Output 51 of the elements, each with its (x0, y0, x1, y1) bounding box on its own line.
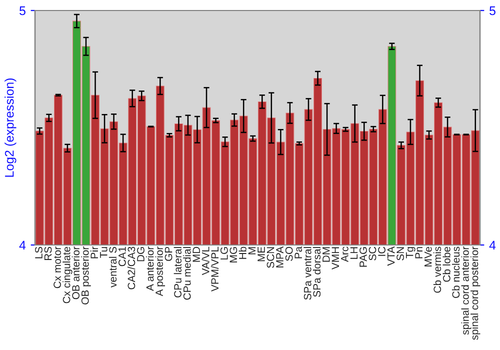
x-tick-label: A posterior (155, 246, 166, 296)
x-tick-label: MPA (276, 246, 284, 268)
x-tick-label: M (248, 247, 256, 254)
x-tick-label: IC (378, 246, 386, 256)
x-tick-label: Arc (341, 246, 348, 262)
x-tick-label: Cb lobe (442, 246, 450, 282)
x-tick-label: SN (396, 247, 404, 260)
x-tick-label: MG (230, 247, 238, 262)
x-tick-label: spinal cord anterior (461, 246, 471, 335)
x-tick-label: MVe (424, 246, 432, 266)
x-tick-label: VA/VL (202, 246, 210, 276)
x-tick-label: DM (322, 247, 330, 262)
x-tick-label: Cx cingulate (62, 246, 72, 304)
x-tick-label: Pa (294, 246, 302, 258)
x-tick-label: VTA (387, 246, 395, 266)
x-tick-label: SO (285, 246, 293, 261)
x-tick-label: SPa dorsal (312, 247, 321, 297)
x-tick-label: Cb vermis (433, 246, 442, 293)
x-tick-label: CA1 (118, 246, 126, 266)
x-tick-label: OB anterior (72, 246, 80, 300)
x-tick-label: Hb (238, 246, 246, 259)
y2-tick-label: 5 (490, 6, 496, 16)
x-tick-label: spinal cord posterior (470, 246, 480, 340)
x-tick-label: A anterior (146, 246, 154, 291)
x-tick-label: Cb nucleus (452, 246, 460, 298)
x-tick-label: SCN (266, 247, 274, 268)
x-tick-label: CPu medial (183, 247, 191, 300)
x-tick-label: SC (368, 246, 376, 260)
x-tick-label: CA2/CA3 (127, 246, 136, 290)
x-tick-label: MD (192, 246, 200, 262)
x-tick-label: DG (137, 247, 144, 262)
x-tick-label: Cx motor (54, 246, 61, 288)
x-tick-label: CPu lateral (174, 247, 182, 298)
y-axis-title: Log2 (expression) (4, 78, 16, 177)
x-tick-label: ME (258, 246, 265, 262)
x-tick-label: LS (35, 246, 42, 258)
x-tick-label: Pn (415, 247, 422, 258)
x-tick-label: Tu (100, 247, 108, 258)
x-tick-label: LG (220, 247, 228, 260)
x-tick-label: ventral S (108, 246, 117, 288)
x-tick-label: PAG (360, 247, 367, 267)
x-tick-label: Pir (90, 246, 98, 258)
x-tick-label: Tg (406, 247, 416, 258)
x-tick-label: LH (350, 247, 358, 259)
x-tick-label: VMH (332, 247, 339, 270)
x-tick-label: GP (164, 246, 172, 261)
x-tick-label: OB posterior (81, 246, 91, 304)
x-tick-label: RS (44, 246, 52, 260)
y2-tick-label: 4 (489, 240, 496, 250)
x-tick-label: SPa ventral (304, 247, 312, 300)
x-tick-label: VPM/VPL (210, 246, 219, 292)
